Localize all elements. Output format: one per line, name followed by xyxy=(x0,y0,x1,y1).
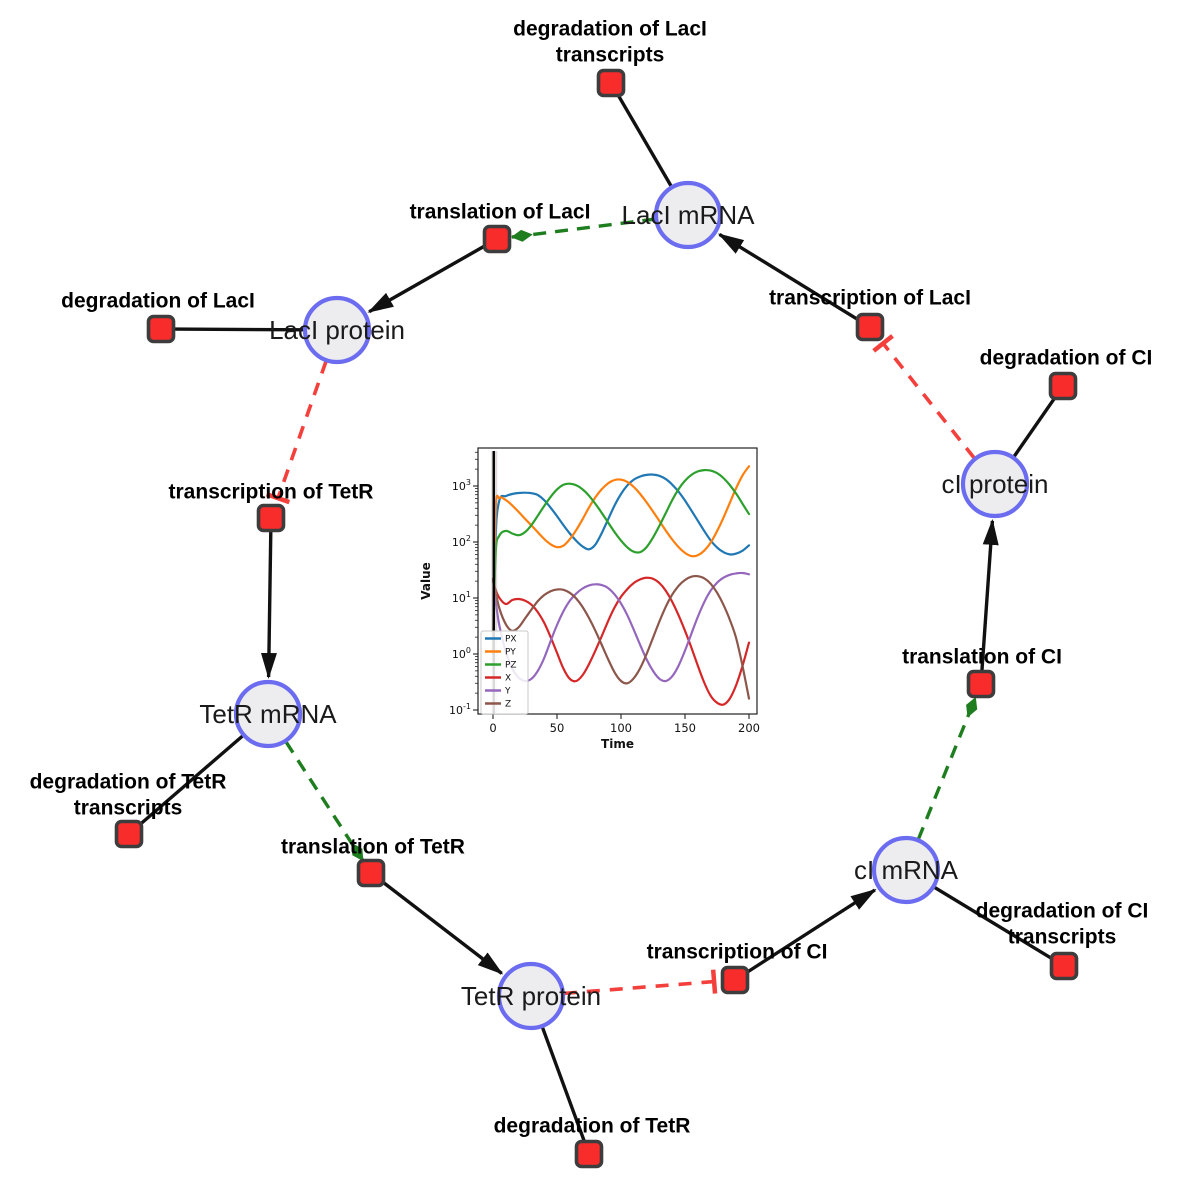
species-node-laci-mrna[interactable] xyxy=(653,180,723,250)
edge-inhibition-ci-protein-transcription-laci xyxy=(872,334,976,460)
edge-inhibition-laci-protein-transcription-tetr xyxy=(265,360,328,505)
reaction-label-deg-ci-transcripts: degradation of CI xyxy=(976,900,1149,923)
reaction-node-deg-tetr-transcripts[interactable] xyxy=(114,819,144,849)
edge-consumption-tetr-protein-deg-tetr xyxy=(539,1023,587,1143)
reaction-label-deg-tetr: degradation of TetR xyxy=(494,1115,691,1138)
species-node-ci-mrna[interactable] xyxy=(871,835,941,905)
reaction-label-translation-ci: translation of CI xyxy=(902,646,1062,669)
series-X xyxy=(491,576,751,706)
reaction-label-deg-laci: degradation of LacI xyxy=(61,290,255,313)
legend-label-PX: PX xyxy=(505,635,517,645)
reaction-label-translation-tetr: translation of TetR xyxy=(281,836,465,859)
edge-consumption-laci-protein-deg-laci xyxy=(173,327,308,332)
series-Z xyxy=(491,574,751,700)
edge-production-translation-laci-laci-protein xyxy=(367,243,487,314)
species-label-tetr-mrna: TetR mRNA xyxy=(199,699,337,729)
series-PY xyxy=(491,465,751,656)
x-tick-150: 150 xyxy=(674,721,696,735)
reaction-node-translation-tetr[interactable] xyxy=(356,858,386,888)
reaction-label-transcription-ci: transcription of CI xyxy=(647,941,828,964)
y-axis-label: Value xyxy=(419,562,433,600)
edge-modifier-tetr-mrna-translation-tetr xyxy=(284,740,365,862)
species-node-laci-protein[interactable] xyxy=(302,295,372,365)
reaction-label-deg-tetr-transcripts: degradation of TetR xyxy=(30,771,227,794)
edge-production-transcription-laci-laci-mrna xyxy=(717,232,860,322)
species-label-ci-protein: cI protein xyxy=(942,469,1049,499)
series-Y xyxy=(491,571,751,683)
series-PZ xyxy=(491,468,751,656)
edge-production-translation-tetr-tetr-protein xyxy=(380,879,504,975)
legend-label-PZ: PZ xyxy=(505,661,517,671)
reaction-label-translation-laci: translation of LacI xyxy=(410,201,591,224)
edge-production-translation-ci-ci-protein xyxy=(980,518,999,672)
reaction-label-deg-ci: degradation of CI xyxy=(980,347,1153,370)
reaction-node-deg-ci[interactable] xyxy=(1048,371,1078,401)
series-PX xyxy=(491,473,751,656)
x-tick-50: 50 xyxy=(550,721,565,735)
reaction-label-transcription-laci: transcription of LacI xyxy=(769,287,971,310)
edge-inhibition-tetr-protein-transcription-ci xyxy=(563,969,718,996)
species-label-tetr-protein: TetR protein xyxy=(461,981,601,1011)
reaction-node-deg-laci[interactable] xyxy=(146,314,176,344)
x-tick-0: 0 xyxy=(489,721,496,735)
edge-modifier-laci-mrna-translation-laci xyxy=(510,217,656,242)
species-label-laci-protein: LacI protein xyxy=(269,315,405,345)
reaction-node-transcription-laci[interactable] xyxy=(855,312,885,342)
legend-label-Y: Y xyxy=(504,687,511,697)
reaction-label-deg-ci-transcripts-line2: transcripts xyxy=(1008,926,1117,949)
time-course-chart: 0 50 100 150 20010-1100101102103TimeValuePXP… xyxy=(410,423,775,768)
edge-consumption-ci-mrna-deg-ci-transcripts xyxy=(930,884,1054,961)
x-axis-label: Time xyxy=(601,737,634,751)
reaction-label-deg-laci-transcripts-line2: transcripts xyxy=(556,44,665,67)
reaction-node-transcription-ci[interactable] xyxy=(720,965,750,995)
edge-modifier-ci-mrna-translation-ci xyxy=(916,696,978,841)
species-label-laci-mrna: LacI mRNA xyxy=(622,200,756,230)
reaction-label-deg-tetr-transcripts-line2: transcripts xyxy=(74,797,183,820)
reaction-node-deg-tetr[interactable] xyxy=(574,1139,604,1169)
x-tick-200: 200 xyxy=(738,721,760,735)
species-node-tetr-protein[interactable] xyxy=(496,961,566,1031)
chart-legend: PX PY PZ XYZ xyxy=(480,630,529,715)
edge-production-transcription-tetr-tetr-mrna xyxy=(260,530,277,679)
species-label-ci-mrna: cI mRNA xyxy=(854,855,959,885)
species-node-ci-protein[interactable] xyxy=(960,449,1030,519)
reaction-label-transcription-tetr: transcription of TetR xyxy=(169,481,374,504)
legend-label-PY: PY xyxy=(505,648,516,658)
legend-label-X: X xyxy=(505,674,511,684)
reaction-label-deg-laci-transcripts: degradation of LacI xyxy=(513,18,707,41)
reaction-node-deg-laci-transcripts[interactable] xyxy=(596,68,626,98)
reaction-node-translation-ci[interactable] xyxy=(966,669,996,699)
species-node-tetr-mrna[interactable] xyxy=(233,679,303,749)
reaction-node-translation-laci[interactable] xyxy=(482,224,512,254)
x-tick-100: 100 xyxy=(610,721,632,735)
edge-consumption-laci-mrna-deg-laci-transcripts xyxy=(616,93,675,190)
reaction-node-deg-ci-transcripts[interactable] xyxy=(1049,951,1079,981)
edge-consumption-ci-protein-deg-ci xyxy=(1010,395,1057,461)
legend-label-Z: Z xyxy=(505,700,511,710)
edge-production-transcription-ci-ci-mrna xyxy=(744,888,877,975)
reaction-node-transcription-tetr[interactable] xyxy=(256,503,286,533)
edge-consumption-tetr-mrna-deg-tetr-transcripts xyxy=(137,732,247,827)
